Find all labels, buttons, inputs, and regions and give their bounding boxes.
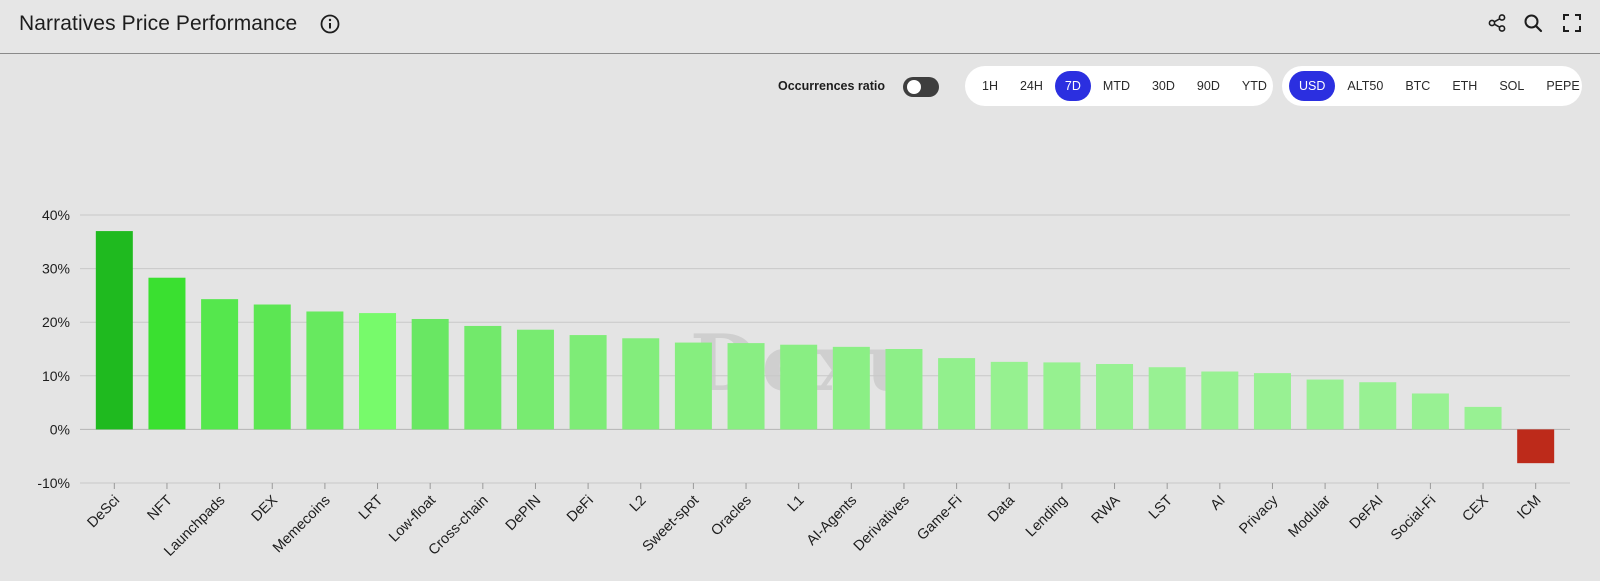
share-icon[interactable] [1487, 13, 1507, 33]
currency-pepe[interactable]: PEPE [1546, 79, 1580, 93]
y-tick-label: 10% [42, 368, 70, 384]
currency-usd[interactable]: USD [1289, 71, 1336, 101]
y-tick-label: 20% [42, 314, 70, 330]
x-tick-label: Derivatives [851, 493, 913, 555]
bar-ai-agents [832, 346, 870, 430]
x-tick-label: RWA [1089, 492, 1124, 527]
x-tick-label: LST [1146, 492, 1176, 522]
currency-btc[interactable]: BTC [1405, 79, 1431, 93]
x-tick-label: NFT [145, 492, 176, 523]
timeframe-1h[interactable]: 1H [982, 79, 998, 93]
bar-social-fi [1411, 393, 1449, 430]
bar-nft [148, 277, 186, 430]
y-tick-label: 30% [42, 261, 70, 277]
x-tick-label: Memecoins [270, 493, 334, 557]
toggle-knob [907, 80, 921, 94]
bar-lrt [359, 313, 397, 430]
bar-sweet-spot [674, 342, 712, 430]
x-tick-label: L2 [627, 493, 650, 516]
chart-header: Narratives Price Performance [0, 0, 1600, 54]
bar-cex [1464, 406, 1502, 430]
bar-depin [516, 329, 554, 430]
page-title: Narratives Price Performance [19, 12, 298, 35]
timeframe-90d[interactable]: 90D [1196, 79, 1220, 93]
bar-game-fi [938, 358, 976, 430]
timeframe-24h[interactable]: 24H [1019, 79, 1043, 93]
timeframe-selector: 1H 24H 7D MTD 30D 90D YTD [965, 66, 1273, 106]
bar-lst [1148, 367, 1186, 430]
bar-lending [1043, 362, 1081, 430]
x-tick-label: L1 [785, 493, 808, 516]
x-tick-label: DEX [249, 492, 282, 525]
bar-cross-chain [464, 325, 502, 430]
bar-l2 [622, 338, 660, 430]
currency-eth[interactable]: ETH [1452, 79, 1478, 93]
currency-sol[interactable]: SOL [1499, 79, 1525, 93]
timeframe-7d[interactable]: 7D [1054, 71, 1091, 101]
x-tick-label: DeFAI [1347, 493, 1387, 533]
y-tick-label: -10% [37, 475, 70, 491]
bar-derivatives [885, 349, 923, 430]
x-tick-label: Game-Fi [914, 493, 965, 544]
x-tick-label: CEX [1459, 492, 1492, 525]
y-tick-label: 0% [50, 421, 70, 437]
bar-dex [253, 304, 291, 430]
bar-data [990, 361, 1028, 430]
bar-l1 [780, 344, 818, 430]
x-tick-label: DeSci [84, 493, 123, 532]
info-icon[interactable] [320, 14, 340, 34]
search-icon[interactable] [1523, 13, 1543, 33]
bar-rwa [1096, 364, 1134, 430]
x-tick-label: Sweet-spot [640, 493, 703, 556]
occurrences-ratio-toggle[interactable] [903, 77, 939, 97]
currency-alt50[interactable]: ALT50 [1347, 79, 1384, 93]
bar-memecoins [306, 311, 344, 430]
timeframe-mtd[interactable]: MTD [1102, 79, 1130, 93]
x-tick-label: Privacy [1236, 492, 1281, 537]
bar-modular [1306, 379, 1344, 430]
x-tick-label: LRT [356, 492, 387, 523]
occurrences-ratio-label: Occurrences ratio [778, 79, 885, 93]
x-tick-label: Oracles [708, 493, 755, 540]
timeframe-ytd[interactable]: YTD [1241, 79, 1267, 93]
bar-launchpads [201, 299, 239, 430]
x-tick-label: Modular [1286, 492, 1334, 540]
x-tick-label: DePIN [503, 493, 545, 535]
bar-icm [1517, 429, 1555, 464]
x-tick-label: Data [985, 492, 1019, 526]
bar-oracles [727, 343, 765, 430]
bar-desci [95, 231, 133, 430]
timeframe-30d[interactable]: 30D [1151, 79, 1175, 93]
bar-defi [569, 335, 607, 430]
x-tick-label: Social-Fi [1388, 493, 1439, 544]
y-tick-label: 40% [42, 207, 70, 223]
x-tick-label: DeFi [564, 493, 597, 526]
bar-privacy [1253, 373, 1291, 430]
x-tick-label: AI [1208, 493, 1229, 514]
bar-low-float [411, 318, 449, 430]
currency-selector: USD ALT50 BTC ETH SOL PEPE [1282, 66, 1582, 106]
x-tick-label: ICM [1514, 493, 1544, 523]
expand-icon[interactable] [1562, 13, 1582, 33]
bar-defai [1359, 382, 1397, 430]
x-tick-label: Low-float [386, 493, 439, 546]
bar-ai [1201, 371, 1239, 430]
x-tick-label: Lending [1023, 493, 1071, 541]
x-tick-label: AI-Agents [804, 493, 860, 549]
